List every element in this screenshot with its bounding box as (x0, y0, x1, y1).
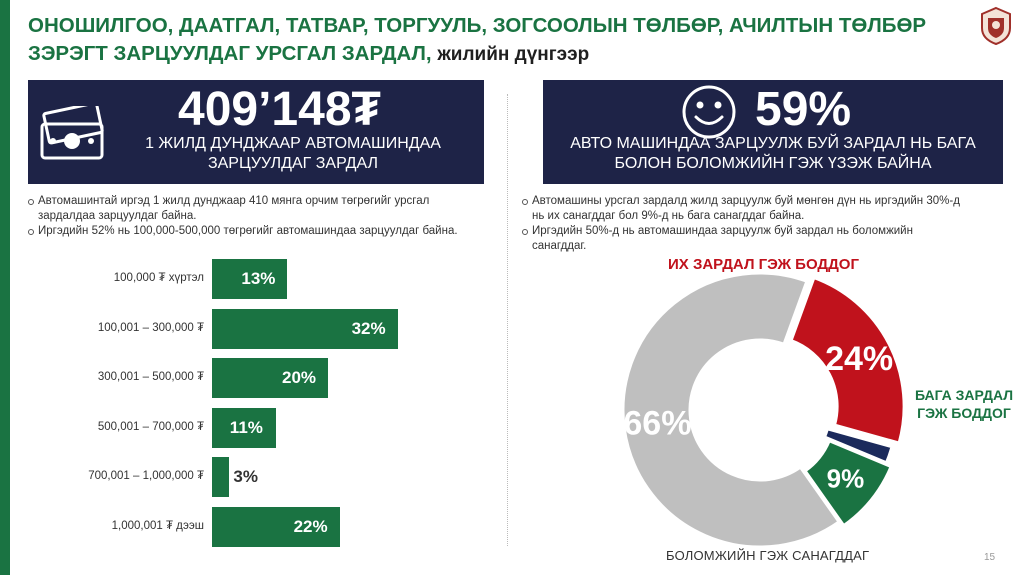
page-title-suffix: жилийн дүнгээр (437, 44, 590, 65)
bar-value-label: 3% (233, 467, 258, 486)
legend-reasonable: БОЛОМЖИЙН ГЭЖ САНАГДДАГ (666, 548, 870, 563)
donut-value-label: 9% (827, 463, 865, 493)
bar-value-label: 20% (282, 368, 317, 387)
bar (212, 407, 276, 448)
bar-value-label: 13% (241, 269, 276, 288)
bar (212, 358, 328, 398)
donut-slice (789, 275, 906, 445)
satisfaction-caption: АВТО МАШИНДАА ЗАРЦУУЛЖ БУЙ ЗАРДАЛ НЬ БАГ… (570, 135, 976, 172)
bar-value-label: 11% (229, 417, 263, 437)
donut-slice (621, 271, 842, 549)
legend-high-cost: ИХ ЗАРДАЛ ГЭЖ БОДДОГ (668, 256, 859, 273)
bar (212, 308, 398, 349)
donut-value-label: 24% (825, 340, 893, 378)
left-bullet-list: Автомашинтай иргэд 1 жилд дунджаар 410 м… (28, 194, 476, 239)
satisfaction-value: 59% (755, 83, 852, 136)
money-icon (40, 106, 104, 160)
bar (212, 457, 230, 497)
bullet-item: Автомашины урсгал зардалд жилд зарцуулж … (522, 194, 970, 224)
bar-category-label: 300,001 – 500,000 ₮ (97, 371, 204, 383)
donut-slice (802, 438, 894, 528)
average-cost-value: 409’148₮ (178, 83, 381, 136)
page-title-line-2: ЗЭРЭГТ ЗАРЦУУЛДАГ УРСГАЛ ЗАРДАЛ, жилийн … (28, 42, 589, 66)
donut-value-label: 66% (623, 405, 691, 443)
legend-low-cost: БАГА ЗАРДАЛ ГЭЖ БОДДОГ (914, 387, 1014, 421)
average-cost-caption: 1 ЖИЛД ДУНДЖААР АВТОМАШИНДАА ЗАРЦУУЛДАГ … (145, 135, 441, 172)
bar-category-label: 100,001 – 300,000 ₮ (97, 321, 204, 334)
bar-category-label: 500,001 – 700,000 ₮ (97, 420, 204, 433)
bar-category-label: 100,000 ₮ хүртэл (113, 272, 204, 284)
page-number: 15 (984, 552, 996, 563)
bar-value-label: 32% (351, 318, 386, 338)
bar-value-label: 22% (293, 516, 328, 536)
bullet-item: Иргэдийн 52% нь 100,000-500,000 төгрөгий… (28, 224, 476, 239)
right-bullet-list: Автомашины урсгал зардалд жилд зарцуулж … (522, 194, 970, 254)
page-title-line-1: ОНОШИЛГОО, ДААТГАЛ, ТАТВАР, ТОРГУУЛЬ, ЗО… (28, 14, 927, 37)
emblem-logo (981, 6, 1011, 46)
page-title-main: ЗЭРЭГТ ЗАРЦУУЛДАГ УРСГАЛ ЗАРДАЛ, (28, 42, 438, 65)
bullet-item: Автомашинтай иргэд 1 жилд дунджаар 410 м… (28, 194, 476, 224)
bar (212, 259, 288, 299)
satisfaction-panel: 59% АВТО МАШИНДАА ЗАРЦУУЛЖ БУЙ ЗАРДАЛ НЬ… (543, 80, 1003, 184)
bar (212, 506, 340, 547)
average-cost-panel: 409’148₮ 1 ЖИЛД ДУНДЖААР АВТОМАШИНДАА ЗА… (28, 80, 484, 184)
bar-category-label: 700,001 – 1,000,000 ₮ (88, 470, 204, 482)
bullet-item: Иргэдийн 50%-д нь автомашиндаа зарцуулж … (522, 224, 970, 254)
sidebar-accent-strip (0, 0, 10, 575)
smiley-icon (682, 85, 736, 139)
column-divider (507, 94, 508, 546)
donut-slice (822, 426, 894, 465)
bar-category-label: 1,000,001 ₮ дээш (111, 519, 204, 532)
